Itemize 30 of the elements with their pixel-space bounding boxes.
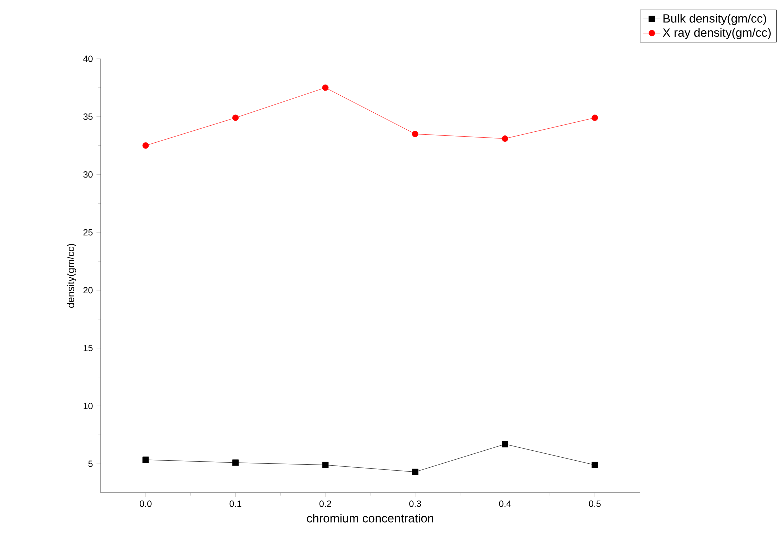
point	[412, 468, 419, 476]
point	[412, 131, 419, 138]
y-tick-label: 15	[84, 345, 93, 352]
point	[142, 142, 150, 149]
x-tick-label: 0.3	[410, 500, 422, 508]
point	[142, 456, 150, 464]
point	[502, 441, 508, 448]
y-tick-label: 10	[84, 403, 93, 410]
point	[592, 114, 598, 122]
x-tick-label: 0.2	[320, 500, 332, 508]
legend-label: Bulk density(gm/cc)	[664, 14, 766, 26]
y-tick-label: 25	[84, 229, 93, 236]
x-axis-title: chromium concentration	[307, 514, 434, 523]
point	[502, 136, 508, 142]
x-tick-label: 0.1	[230, 500, 242, 508]
y-tick-label: 35	[84, 114, 93, 120]
y-tick-label: 5	[88, 460, 93, 468]
point	[322, 84, 329, 92]
point	[232, 460, 239, 466]
y-tick-label: 30	[84, 172, 93, 178]
point	[592, 462, 598, 468]
y-tick-label: 20	[84, 287, 93, 294]
x-tick-label: 0.4	[499, 500, 512, 508]
point	[232, 114, 239, 122]
legend-label: X ray density(gm/cc)	[663, 28, 771, 40]
x-tick-label: 0.0	[140, 500, 152, 508]
y-axis-title: density(gm/cc)	[67, 244, 76, 308]
y-tick-label: 40	[83, 56, 93, 62]
x-tick-label: 0.5	[589, 500, 601, 508]
point	[322, 462, 329, 468]
